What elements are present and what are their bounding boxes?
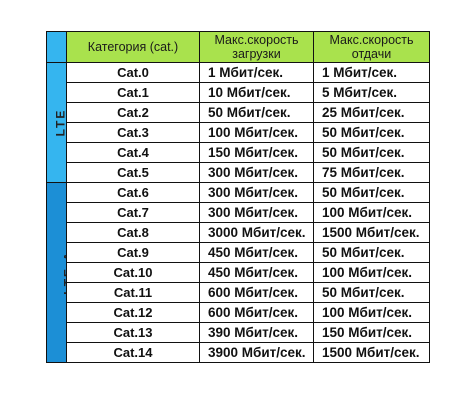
- header-upload-speed: Макс.скорость отдачи: [313, 31, 430, 63]
- cell-category: Cat.10: [66, 262, 200, 283]
- cell-download-speed: 1 Мбит/сек.: [199, 62, 314, 83]
- cell-category: Cat.14: [66, 342, 200, 363]
- cell-category: Cat.11: [66, 282, 200, 303]
- table-row: LTE Cat.0 1 Мбит/сек. 1 Мбит/сек.: [46, 62, 430, 183]
- group-label-lte: LTE: [46, 62, 67, 183]
- table-row: Cat.7 300 Мбит/сек. 100 Мбит/сек.: [47, 202, 430, 223]
- cell-category: Cat.2: [66, 102, 200, 123]
- cell-upload-speed: 1 Мбит/сек.: [313, 62, 430, 83]
- cell-download-speed: 100 Мбит/сек.: [199, 122, 314, 143]
- table-row: LTE-A Cat.6 300 Мбит/сек. 50 Мбит/сек.: [46, 182, 430, 363]
- header-category: Категория (cat.): [66, 31, 200, 63]
- cell-upload-speed: 50 Мбит/сек.: [313, 142, 430, 163]
- cell-category: Cat.7: [66, 202, 200, 223]
- cell-download-speed: 3900 Мбит/сек.: [199, 342, 314, 363]
- cell-download-speed: 3000 Мбит/сек.: [199, 222, 314, 243]
- cell-upload-speed: 5 Мбит/сек.: [313, 82, 430, 103]
- cell-upload-speed: 75 Мбит/сек.: [313, 162, 430, 183]
- table-row: Cat.3 100 Мбит/сек. 50 Мбит/сек.: [47, 122, 430, 143]
- cell-download-speed: 450 Мбит/сек.: [199, 242, 314, 263]
- group-label-lte-a-text: LTE-A: [61, 250, 67, 295]
- cell-upload-speed: 1500 Мбит/сек.: [313, 342, 430, 363]
- group-label-lte-text: LTE: [53, 108, 67, 137]
- header-corner-cell: [46, 31, 67, 63]
- cell-category: Cat.8: [66, 222, 200, 243]
- table-row: Cat.11 600 Мбит/сек. 50 Мбит/сек.: [47, 282, 430, 303]
- header-row: Категория (cat.) Макс.скорость загрузки …: [46, 31, 430, 63]
- table-row: Cat.9 450 Мбит/сек. 50 Мбит/сек.: [47, 242, 430, 263]
- cell-category: Cat.5: [66, 162, 200, 183]
- table-row: Cat.8 3000 Мбит/сек. 1500 Мбит/сек.: [47, 222, 430, 243]
- cell-category: Cat.6: [66, 182, 200, 203]
- cell-upload-speed: 100 Мбит/сек.: [313, 262, 430, 283]
- cell-category: Cat.13: [66, 322, 200, 343]
- cell-upload-speed: 25 Мбит/сек.: [313, 102, 430, 123]
- cell-upload-speed: 150 Мбит/сек.: [313, 322, 430, 343]
- cell-category: Cat.1: [66, 82, 200, 103]
- cell-category: Cat.0: [66, 62, 200, 83]
- cell-download-speed: 390 Мбит/сек.: [199, 322, 314, 343]
- cell-category: Cat.3: [66, 122, 200, 143]
- cell-download-speed: 600 Мбит/сек.: [199, 302, 314, 323]
- cell-upload-speed: 50 Мбит/сек.: [313, 122, 430, 143]
- table-row: Cat.12 600 Мбит/сек. 100 Мбит/сек.: [47, 302, 430, 323]
- cell-category: Cat.9: [66, 242, 200, 263]
- table-row: Cat.14 3900 Мбит/сек. 1500 Мбит/сек.: [47, 342, 430, 363]
- table-row: Cat.5 300 Мбит/сек. 75 Мбит/сек.: [47, 162, 430, 183]
- cell-download-speed: 150 Мбит/сек.: [199, 142, 314, 163]
- cell-download-speed: 300 Мбит/сек.: [199, 202, 314, 223]
- cell-download-speed: 10 Мбит/сек.: [199, 82, 314, 103]
- cell-download-speed: 300 Мбит/сек.: [199, 162, 314, 183]
- table-row: Cat.10 450 Мбит/сек. 100 Мбит/сек.: [47, 262, 430, 283]
- table-body: LTE Cat.0 1 Мбит/сек. 1 Мбит/сек. Cat.1 10 Мб…: [46, 62, 430, 363]
- cell-upload-speed: 100 Мбит/сек.: [313, 202, 430, 223]
- cell-download-speed: 50 Мбит/сек.: [199, 102, 314, 123]
- cell-upload-speed: 50 Мбит/сек.: [313, 242, 430, 263]
- cell-download-speed: 300 Мбит/сек.: [199, 182, 314, 203]
- group-label-lte-a: LTE-A: [46, 182, 67, 363]
- lte-categories-table-wrapper: Категория (cat.) Макс.скорость загрузки …: [46, 31, 430, 374]
- table-row: Cat.1 10 Мбит/сек. 5 Мбит/сек.: [47, 82, 430, 103]
- cell-category: Cat.4: [66, 142, 200, 163]
- header-download-speed: Макс.скорость загрузки: [199, 31, 314, 63]
- cell-upload-speed: 50 Мбит/сек.: [313, 282, 430, 303]
- cell-upload-speed: 50 Мбит/сек.: [313, 182, 430, 203]
- cell-upload-speed: 100 Мбит/сек.: [313, 302, 430, 323]
- cell-download-speed: 450 Мбит/сек.: [199, 262, 314, 283]
- cell-category: Cat.12: [66, 302, 200, 323]
- cell-upload-speed: 1500 Мбит/сек.: [313, 222, 430, 243]
- cell-download-speed: 600 Мбит/сек.: [199, 282, 314, 303]
- table-row: Cat.2 50 Мбит/сек. 25 Мбит/сек.: [47, 102, 430, 123]
- lte-categories-table: Категория (cat.) Макс.скорость загрузки …: [46, 31, 430, 363]
- table-row: Cat.4 150 Мбит/сек. 50 Мбит/сек.: [47, 142, 430, 163]
- table-row: Cat.13 390 Мбит/сек. 150 Мбит/сек.: [47, 322, 430, 343]
